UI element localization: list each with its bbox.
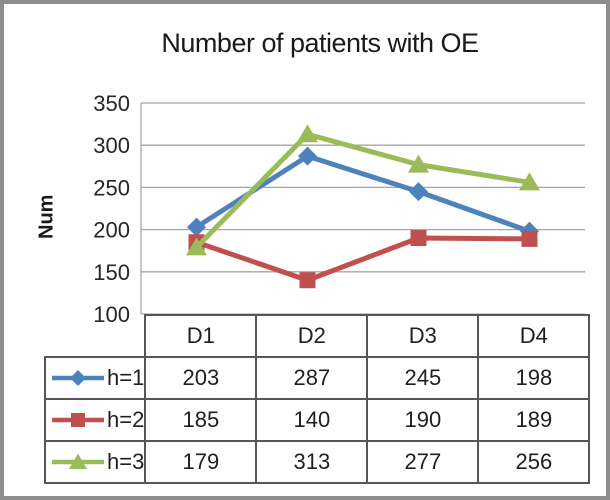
- legend-key-h=2: h=2: [46, 407, 144, 433]
- legend-label: h=2: [107, 407, 145, 432]
- data-table: D1 D2 D3 D4 h=1 203 287 245 198 h=2 185 140 190 189 h=…: [43, 314, 591, 484]
- series-marker-diamond-icon: [409, 182, 428, 202]
- series-marker-diamond-icon: [298, 146, 317, 166]
- value-cell-h=3-D4: 256: [477, 440, 591, 484]
- table-row-h=1: h=1 203 287 245 198: [43, 356, 591, 400]
- legend-triangle-icon: [52, 453, 104, 469]
- y-tick-label: 100: [93, 302, 130, 327]
- column-header-D2: D2: [255, 314, 369, 358]
- legend-cell-h=2: h=2: [43, 398, 147, 442]
- value-cell-h=1-D3: 245: [366, 356, 480, 400]
- y-tick-label: 350: [93, 91, 130, 116]
- table-row-h=2: h=2 185 140 190 189: [43, 398, 591, 442]
- column-header-D3: D3: [366, 314, 480, 358]
- legend-cell-h=3: h=3: [43, 440, 147, 484]
- series-marker-square-icon: [410, 230, 427, 247]
- legend-key-h=3: h=3: [46, 449, 144, 475]
- series-marker-triangle-icon: [519, 172, 540, 191]
- y-tick-label: 200: [93, 218, 130, 243]
- value-cell-h=2-D3: 190: [366, 398, 480, 442]
- series-marker-square-icon: [299, 272, 316, 289]
- y-tick-label: 250: [93, 175, 130, 200]
- column-header-D4: D4: [477, 314, 591, 358]
- value-cell-h=1-D2: 287: [255, 356, 369, 400]
- y-tick-label: 300: [93, 133, 130, 158]
- value-cell-h=3-D3: 277: [366, 440, 480, 484]
- series-line-h=3: [194, 131, 532, 250]
- table-corner-spacer: [45, 315, 145, 357]
- chart-title: Number of patients with OE: [161, 28, 479, 58]
- series-line-h=2: [194, 235, 532, 283]
- legend-diamond-icon: [52, 370, 104, 386]
- table-header-row: D1 D2 D3 D4: [45, 314, 591, 358]
- value-cell-h=1-D4: 198: [477, 356, 591, 400]
- series-marker-triangle-icon: [186, 237, 207, 256]
- value-cell-h=2-D1: 185: [144, 398, 258, 442]
- value-cell-h=3-D2: 313: [255, 440, 369, 484]
- series-marker-triangle-icon: [297, 124, 318, 143]
- series-marker-square-icon: [521, 230, 538, 247]
- legend-key-h=1: h=1: [46, 365, 144, 391]
- value-cell-h=2-D2: 140: [255, 398, 369, 442]
- series-marker-diamond-icon: [187, 217, 206, 237]
- y-tick-label: 150: [93, 260, 130, 285]
- legend-label: h=1: [107, 365, 145, 390]
- value-cell-h=2-D4: 189: [477, 398, 591, 442]
- value-cell-h=3-D1: 179: [144, 440, 258, 484]
- column-header-D1: D1: [144, 314, 258, 358]
- plot-area: 350 300 250 200 150 100: [93, 91, 585, 327]
- legend-cell-h=1: h=1: [43, 356, 147, 400]
- table-row-h=3: h=3 179 313 277 256: [43, 440, 591, 484]
- legend-square-icon: [52, 413, 104, 427]
- legend-label: h=3: [107, 449, 145, 474]
- series-marker-triangle-icon: [408, 154, 429, 173]
- value-cell-h=1-D1: 203: [144, 356, 258, 400]
